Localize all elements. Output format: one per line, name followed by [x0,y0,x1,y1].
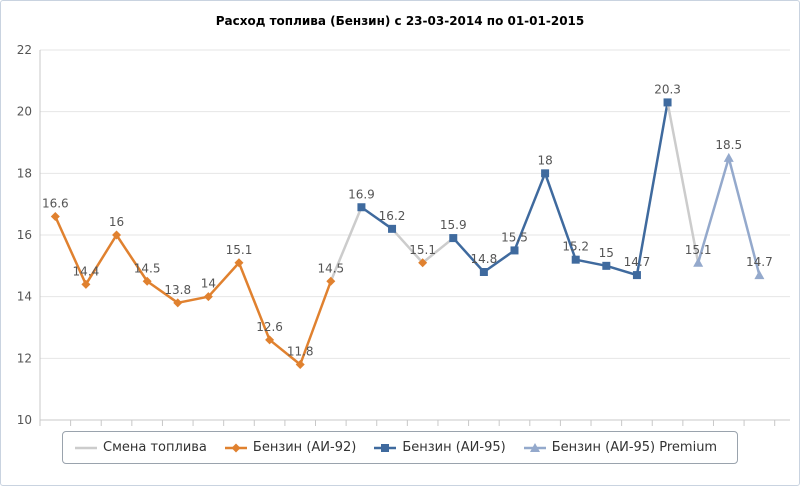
legend-label: Смена топлива [103,440,207,455]
legend-swatch [224,443,247,452]
data-point [112,230,122,240]
data-label: 18.5 [715,138,742,152]
series-segment [145,280,180,305]
data-label: 12.6 [256,320,283,334]
legend-label: Бензин (АИ-95) [402,440,506,455]
legend-swatch [75,446,97,449]
data-label: 16.6 [42,197,69,211]
data-point [754,270,765,280]
y-tick-label: 16 [17,228,32,242]
y-tick-label: 10 [17,413,32,427]
data-label: 15.2 [562,240,589,254]
series-segment [574,258,608,268]
data-label: 14.4 [73,264,100,278]
line-layer [54,101,761,366]
data-label: 13.8 [164,283,191,297]
data-label: 16.9 [348,187,375,201]
data-label: 15.9 [440,218,467,232]
series-segment [84,233,118,286]
legend-item: Бензин (АИ-95) Premium [522,440,717,455]
data-label: 15.1 [226,243,253,257]
data-label: 16 [109,215,124,229]
data-point [265,335,275,345]
series-segment [207,261,241,298]
data-point [449,234,458,243]
data-label: 20.3 [654,82,681,96]
legend-swatch [523,442,546,452]
y-tick-label: 18 [17,166,32,180]
data-point [479,268,488,276]
data-point [295,360,305,369]
series-segment [268,338,302,366]
y-tick-label: 20 [17,105,32,119]
series-segment [482,249,516,274]
series-segment [452,236,486,274]
data-point [142,276,152,286]
marker-layer [50,98,765,369]
series-segment [298,280,333,366]
data-point [203,292,213,302]
series-segment [237,261,271,342]
data-label: 14.7 [746,255,773,269]
data-point [357,203,366,212]
data-label: 15.5 [501,230,528,244]
series-segment [390,227,424,264]
data-label: 18 [537,153,552,167]
data-point [571,255,580,264]
series-segment [543,172,577,261]
legend-item: Бензин (АИ-95) [372,440,506,455]
series-segment [696,156,731,264]
data-label: 14.5 [317,261,344,275]
data-point [510,246,519,255]
chart-title: Расход топлива (Бензин) с 23-03-2014 по … [215,14,585,28]
data-point [541,169,550,178]
series-segment [115,233,149,283]
y-tick-label: 14 [17,290,32,304]
series-segment [635,101,669,277]
legend: Смена топлива Бензин (АИ-92) Бензин (АИ-95… [62,431,738,464]
series-segment [666,101,700,264]
grid-layer: 10 12 14 16 18 20 22 [17,43,790,427]
data-label: 16.2 [379,209,406,223]
data-point [81,279,91,289]
data-label: 14.7 [624,255,651,269]
data-label: 15 [599,246,614,260]
legend-label: Бензин (АИ-95) Premium [551,440,718,455]
y-tick-label: 12 [17,351,32,365]
legend-label: Бензин (АИ-92) [252,440,357,455]
data-point [632,271,641,280]
series-segment [421,236,455,264]
data-point [388,224,397,233]
data-label: 11.8 [287,345,314,359]
data-point [234,258,244,268]
data-label: 14.5 [134,261,161,275]
series-segment [329,206,363,283]
data-label: 14 [201,277,216,291]
data-point [173,298,183,308]
series-segment [54,215,88,286]
data-point [602,261,611,270]
data-point [663,98,672,107]
data-label: 15.1 [409,243,436,257]
legend-item: Смена топлива [73,440,207,455]
series-segment [513,172,547,252]
legend-item: Бензин (АИ-92) [223,440,356,455]
series-segment [360,206,394,231]
data-label: 14.8 [471,252,498,266]
series-segment [727,156,761,277]
data-point [723,152,734,162]
legend-swatch [374,443,397,452]
y-tick-label: 22 [17,43,32,57]
data-point [50,212,60,221]
data-point [418,258,428,268]
data-point [693,257,704,267]
series-segment [176,295,210,305]
series-segment [605,264,639,277]
data-point [326,276,336,286]
data-label: 15.1 [685,243,712,257]
